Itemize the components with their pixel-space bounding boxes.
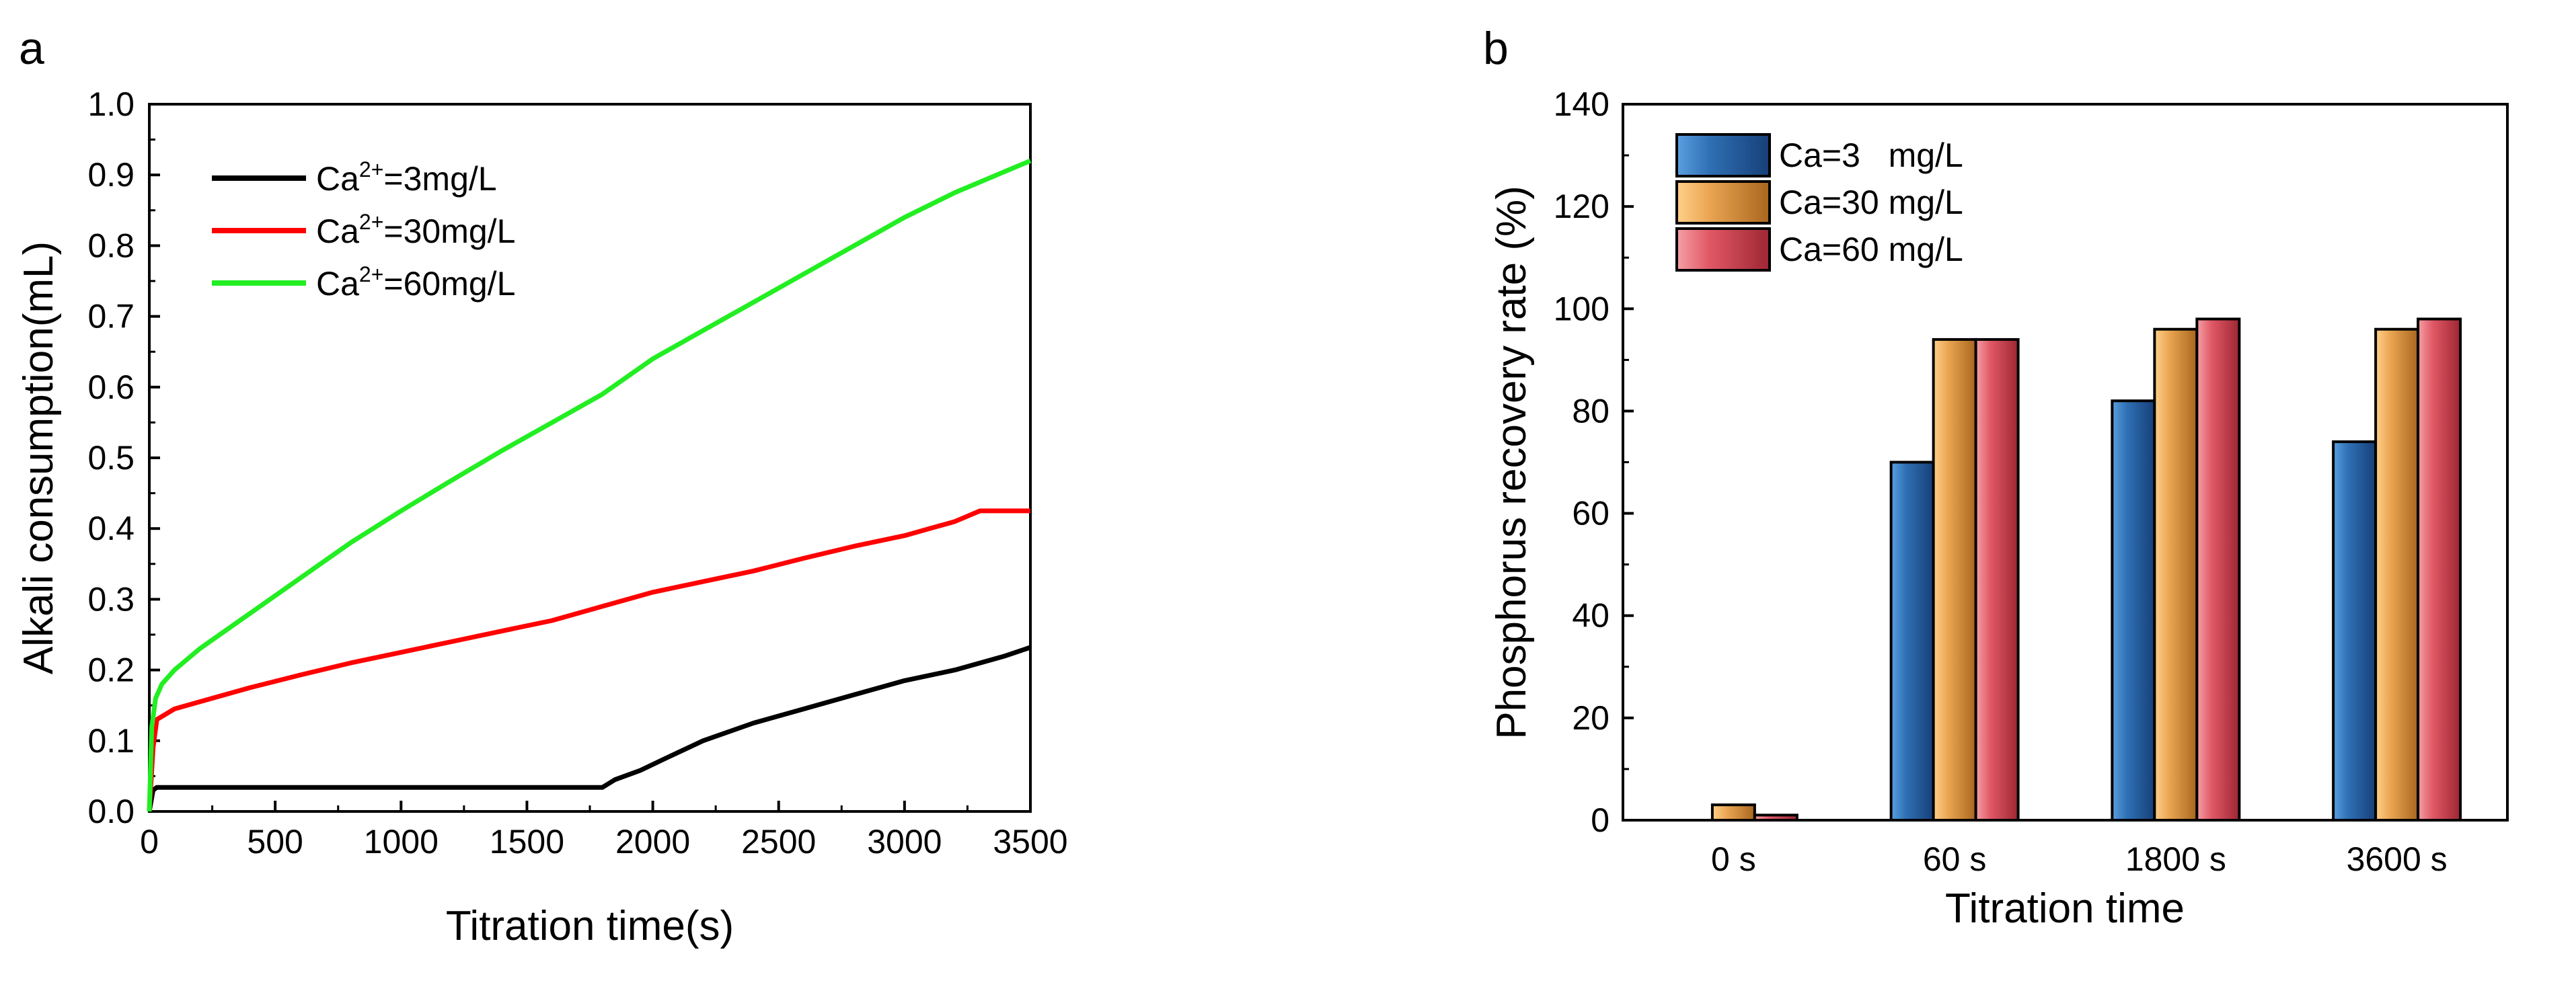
chart-b-bar [1932,337,1977,822]
chart-b-bar [1710,803,1756,822]
chart-a-x-tick-label: 2000 [615,823,690,861]
chart-b-bar [2332,440,2378,822]
chart-b-bar [2417,317,2462,822]
panel-letter-b: b [1483,23,1509,74]
chart-a-x-tick-label: 500 [247,823,303,861]
chart-a-y-tick-label: 1.0 [87,85,135,123]
chart-b-y-tick-label: 60 [1572,495,1609,532]
chart-b-legend-swatch [1675,227,1771,272]
chart-a-series-line-1 [147,645,1032,812]
chart-a-legend-label: Ca2+=60mg/L [316,262,515,303]
chart-a-line-chart: 0 500 1000 1500 2000 2500 3000 3500 0.0 0.1 0.2 0.3… [15,85,1068,949]
chart-a-x-tick-label: 1500 [490,823,564,861]
chart-b-y-axis-title: Phosphorus recovery rate (%) [1488,186,1535,740]
chart-a-y-tick-label: 0.6 [87,368,135,406]
chart-b-y-tick-label: 40 [1572,597,1609,635]
chart-a-x-tick-label: 0 [140,823,159,861]
chart-b-y-tick-label: 20 [1572,699,1609,737]
chart-b-bar-chart: 0 20 40 60 80 100 120 140 0 s 60 s 1800 s 3600 s Ca… [1488,85,2509,932]
chart-b-y-tick-label: 140 [1554,85,1609,123]
chart-a-x-axis-title: Titration time(s) [446,903,734,949]
chart-b-y-tick-label: 120 [1554,188,1609,225]
chart-a-ticks: 0 500 1000 1500 2000 2500 3000 3500 0.0 0.1 0.2 0.3… [87,85,1067,861]
chart-a-y-tick-label: 0.9 [87,156,135,194]
chart-a-plot-frame [148,103,1032,813]
chart-a-y-tick-label: 0.2 [87,651,135,689]
chart-b-y-tick-label: 80 [1572,392,1609,430]
chart-a-y-tick-label: 0.8 [87,227,135,264]
chart-b-legend-swatch [1675,180,1771,225]
chart-b-bar [2153,327,2199,822]
chart-a-y-tick-label: 0.0 [87,793,135,830]
chart-b-bar [2374,327,2420,822]
panel-letter-a: a [19,23,44,74]
chart-b-x-tick-label: 60 s [1923,840,1987,878]
chart-b-legend-label: Ca=3 mg/L [1779,136,1963,174]
chart-b-bar [1889,461,1935,822]
chart-a-legend-label: Ca2+=3mg/L [316,157,497,198]
chart-b-bars [1710,317,2462,822]
chart-b-y-tick-label: 100 [1554,290,1609,327]
chart-a-x-tick-label: 1000 [364,823,439,861]
chart-a-legend: Ca2+=3mg/L Ca2+=30mg/L Ca2+=60mg/L [212,157,515,303]
chart-b-legend-label: Ca=30 mg/L [1779,184,1963,221]
chart-b-bar [1753,813,1798,822]
chart-b-bar [2195,317,2241,822]
chart-b-legend: Ca=3 mg/L Ca=30 mg/L Ca=60 mg/L [1675,133,1963,272]
chart-a-y-tick-label: 0.1 [87,722,135,760]
chart-b-ticks: 0 20 40 60 80 100 120 140 0 s 60 s 1800 s 3600 s [1554,85,2448,878]
chart-a-y-tick-label: 0.5 [87,439,135,477]
chart-a-x-tick-label: 3500 [993,823,1067,861]
chart-b-bar [2111,399,2156,822]
chart-a-y-tick-label: 0.7 [87,298,135,335]
chart-a-series-line-3 [147,158,1032,812]
chart-a-y-tick-label: 0.4 [87,510,135,547]
chart-a-series-lines [147,158,1032,812]
chart-b-x-tick-label: 3600 s [2347,840,2448,878]
chart-a-x-tick-label: 3000 [867,823,942,861]
chart-a-x-tick-label: 2500 [741,823,816,861]
chart-a-y-tick-label: 0.3 [87,580,135,618]
chart-b-bar [1974,337,2020,822]
chart-b-legend-label: Ca=60 mg/L [1779,231,1963,268]
chart-b-x-tick-label: 0 s [1711,840,1756,878]
chart-a-series-line-2 [147,508,1030,812]
chart-b-y-tick-label: 0 [1591,801,1609,839]
chart-b-x-axis-title: Titration time [1945,885,2185,932]
chart-b-legend-swatch [1675,133,1771,177]
chart-a-y-axis-title: Alkali consumption(mL) [15,241,62,674]
chart-b-x-tick-label: 1800 s [2125,840,2226,878]
chart-a-legend-label: Ca2+=30mg/L [316,210,515,250]
